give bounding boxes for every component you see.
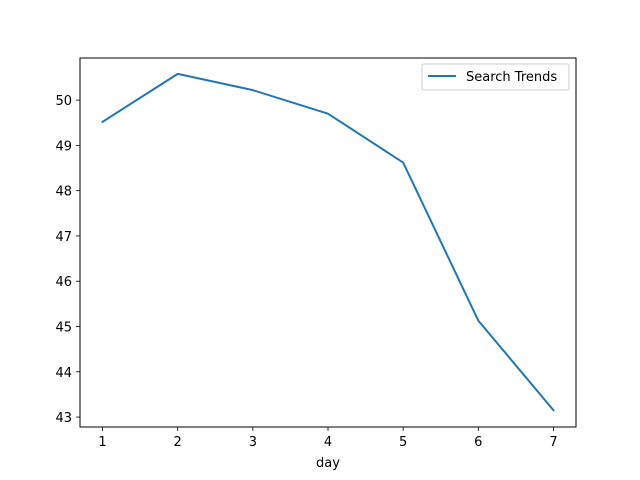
x-tick-label: 1 — [98, 435, 106, 450]
series-line-search-trends — [101, 72, 555, 412]
y-tick-label: 50 — [55, 94, 72, 109]
x-tick-label: 6 — [474, 435, 482, 450]
y-tick-label: 46 — [55, 275, 72, 290]
y-tick-label: 45 — [55, 320, 72, 335]
y-tick-label: 49 — [55, 139, 72, 154]
y-axis-ticks: 43 44 45 46 47 48 49 50 — [55, 94, 80, 426]
plot-area — [80, 58, 576, 427]
x-axis-ticks: 1 2 3 4 5 6 7 — [98, 427, 558, 450]
x-tick-label: 4 — [324, 435, 332, 450]
y-tick-label: 48 — [55, 185, 72, 200]
y-tick-label: 44 — [55, 366, 72, 381]
x-axis-label: day — [316, 456, 340, 471]
x-tick-label: 3 — [249, 435, 257, 450]
legend: Search Trends — [421, 63, 570, 91]
legend-frame — [421, 63, 570, 91]
x-tick-label: 2 — [174, 435, 182, 450]
y-tick-label: 43 — [55, 411, 72, 426]
x-tick-label: 7 — [549, 435, 557, 450]
legend-label: Search Trends — [466, 70, 557, 85]
series-layer — [101, 72, 555, 412]
x-tick-label: 5 — [399, 435, 407, 450]
y-tick-label: 47 — [55, 230, 72, 245]
plot-frame — [79, 57, 577, 428]
